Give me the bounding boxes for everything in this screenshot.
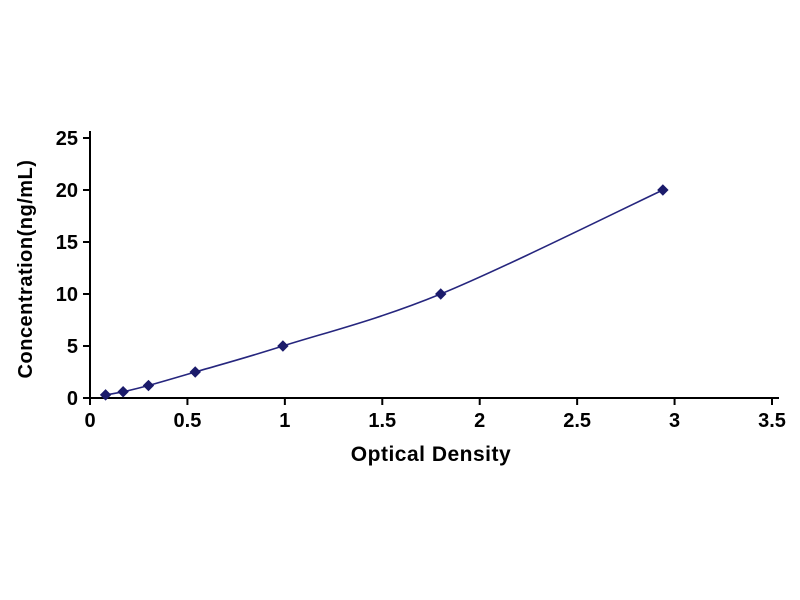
chart-canvas: 0 0.5 1 1.5 2 2.5 3 3.5 0 5 10 15 20 25	[56, 128, 786, 432]
x-tick-label: 0.5	[174, 410, 202, 432]
y-tick-label: 25	[56, 128, 78, 150]
y-tick-label: 10	[56, 284, 78, 306]
y-tick-label: 20	[56, 180, 78, 202]
y-tick-label: 5	[67, 336, 78, 358]
y-axis-label: Concentration(ng/mL)	[15, 159, 37, 379]
data-point-marker	[189, 366, 201, 378]
data-point-marker	[435, 288, 447, 300]
y-tick-label: 0	[67, 388, 78, 410]
axes-frame	[89, 131, 779, 399]
x-tick-label: 3	[669, 410, 680, 432]
x-tick-label: 0	[84, 410, 95, 432]
series-line	[105, 189, 664, 396]
x-axis-label: Optical Density	[350, 443, 512, 466]
x-tick-label: 3.5	[758, 410, 786, 432]
data-point-marker	[657, 184, 669, 196]
elisa-standard-curve-chart: 0 0.5 1 1.5 2 2.5 3 3.5 0 5 10 15 20 25 Concentration…	[15, 128, 786, 466]
x-tick-label: 2	[474, 410, 485, 432]
x-tick-label: 2.5	[563, 410, 591, 432]
x-tick-label: 1	[279, 410, 290, 432]
y-tick-label: 15	[56, 232, 78, 254]
data-point-marker	[142, 379, 155, 392]
data-point-marker	[99, 389, 112, 401]
data-point-marker	[277, 340, 289, 352]
data-point-marker	[117, 386, 129, 398]
x-tick-label: 1.5	[368, 410, 396, 432]
